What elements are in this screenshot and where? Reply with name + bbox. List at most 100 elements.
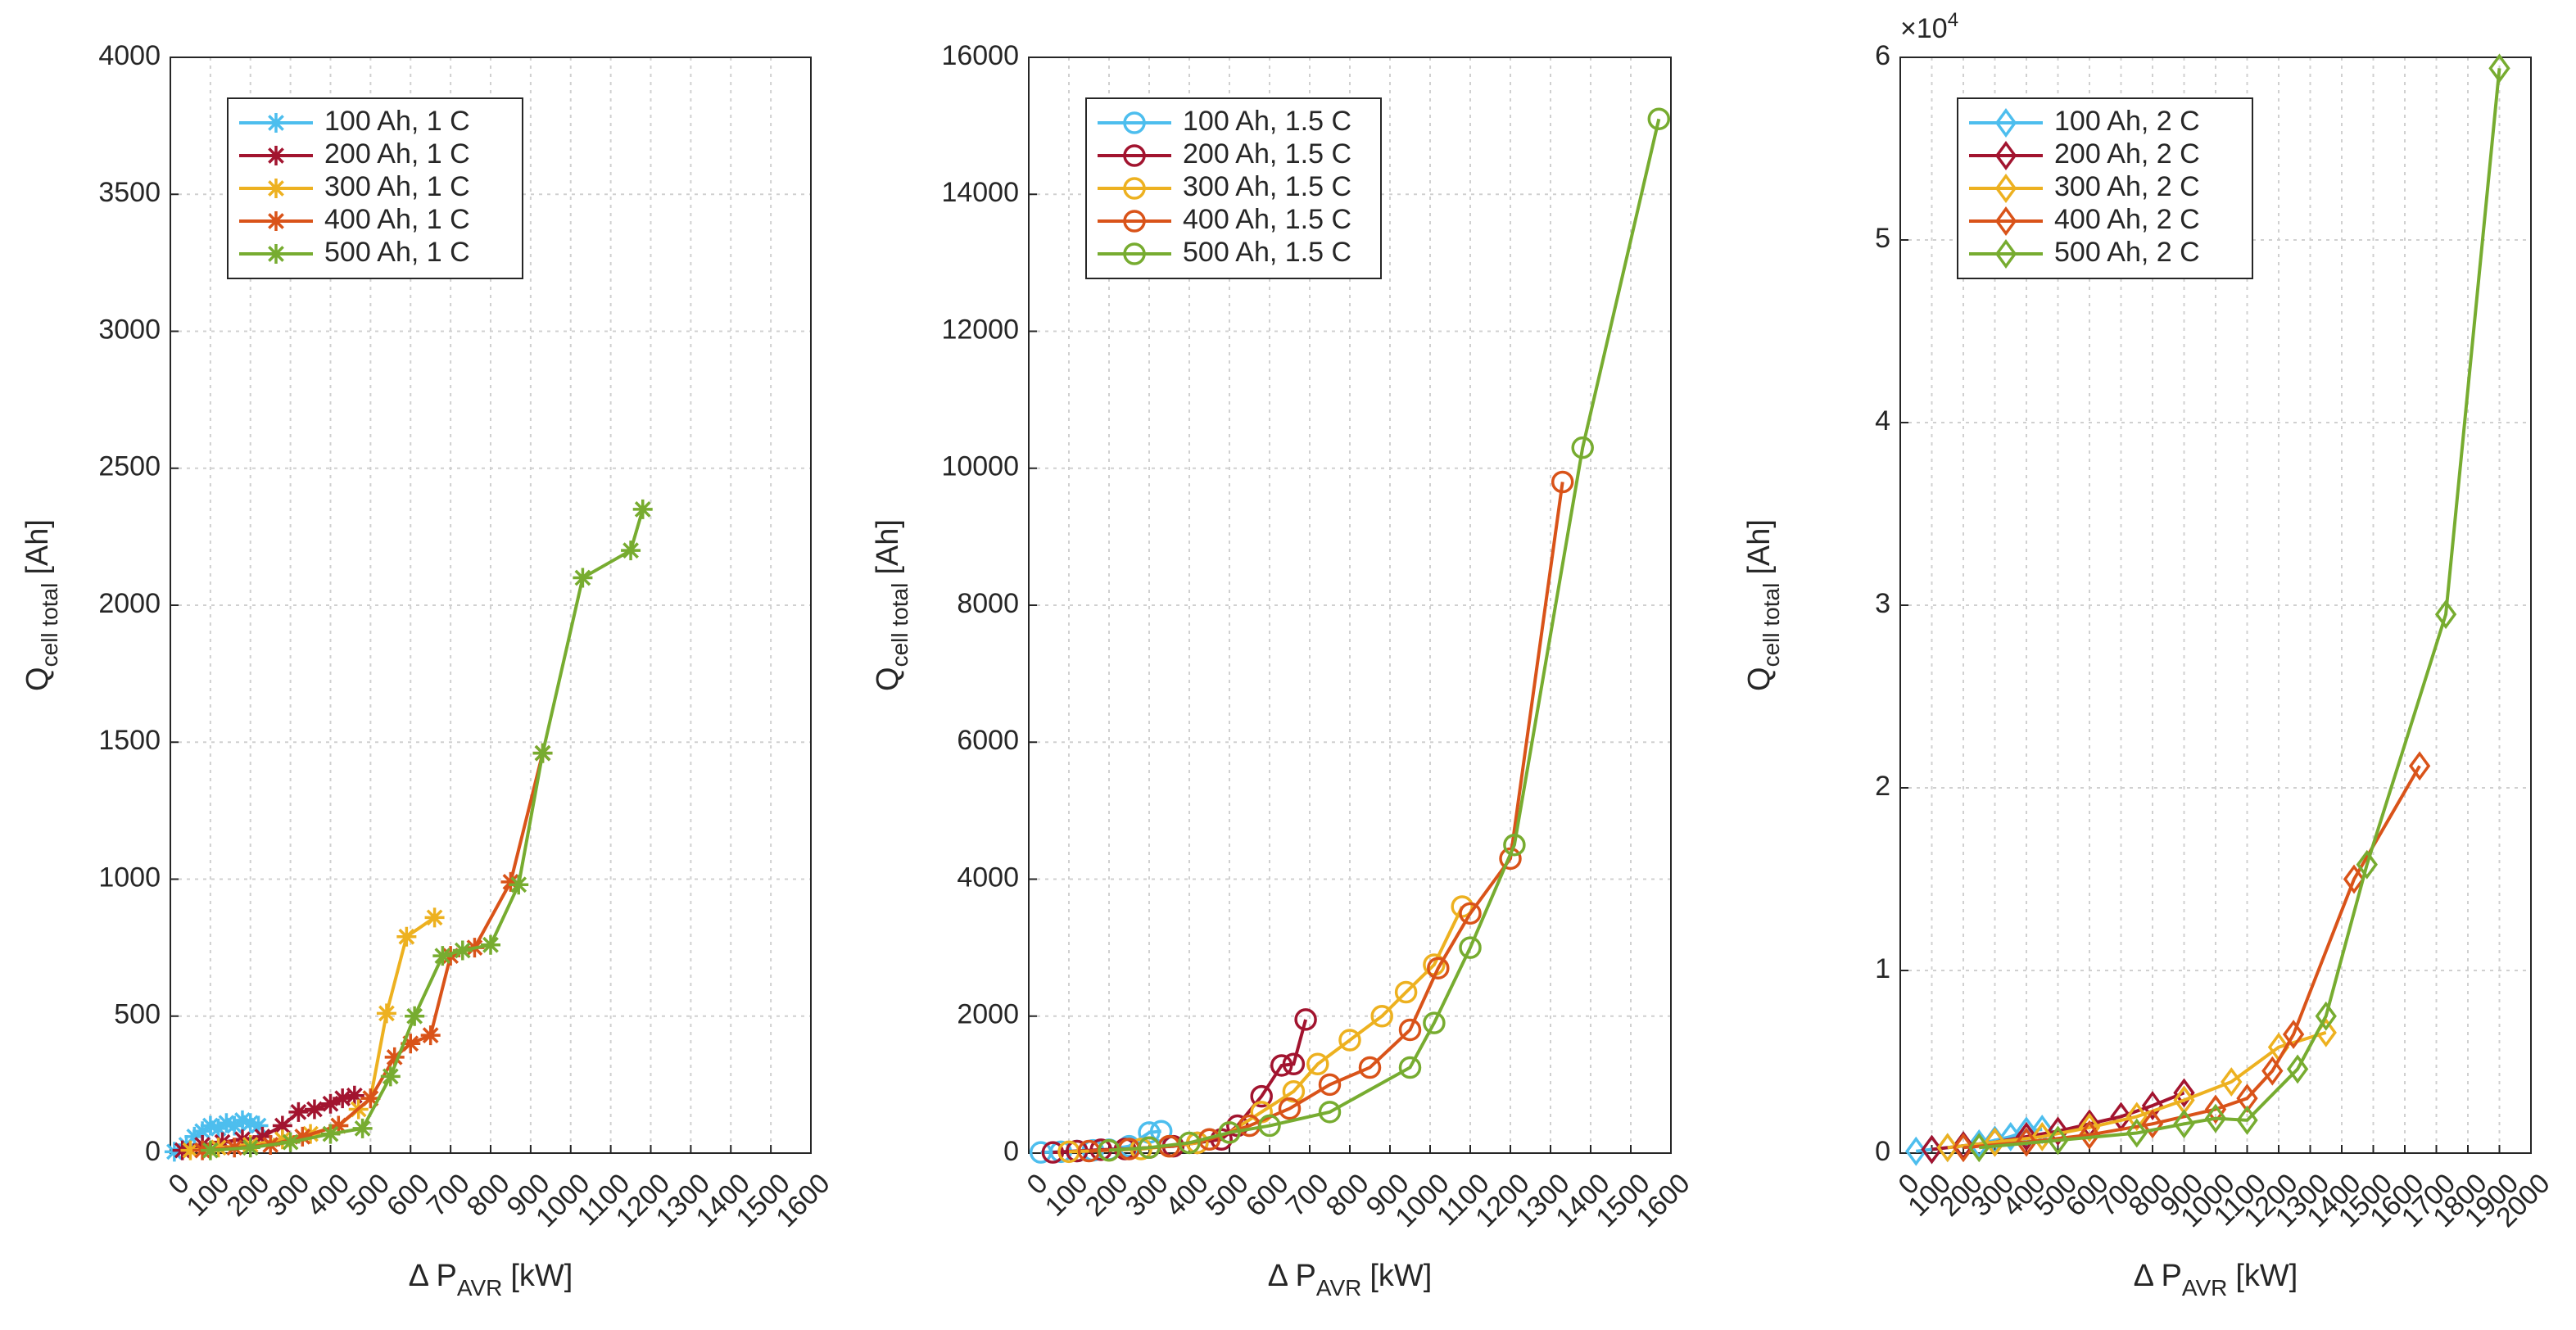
series-line (1947, 1030, 2327, 1150)
legend-marker (1123, 111, 1146, 134)
axes-box (1028, 57, 1672, 1154)
data-point (432, 946, 453, 966)
y-tick-label: 16000 (941, 40, 1019, 71)
label-unit: [kW] (2235, 1259, 2298, 1293)
data-point (1197, 1128, 1221, 1151)
data-point (1451, 895, 1474, 918)
data-point (2315, 1001, 2337, 1031)
data-point (232, 1129, 252, 1150)
data-point (2126, 1102, 2148, 1132)
y-tick-label: 10000 (941, 451, 1019, 482)
label-subscript: AVR (457, 1275, 503, 1301)
legend-label: 100 Ah, 2 C (2054, 106, 2200, 137)
legend-marker (1994, 174, 2017, 203)
data-point (216, 1113, 237, 1133)
data-point (280, 1132, 301, 1152)
legend-label: 100 Ah, 1.5 C (1183, 106, 1351, 137)
data-point (532, 743, 553, 763)
data-point (2141, 1091, 2164, 1120)
y-tick-label: 3500 (98, 177, 161, 208)
data-point (1138, 1136, 1161, 1160)
label-main: Δ P (2134, 1259, 2182, 1293)
series-line (1979, 68, 2501, 1150)
data-point (333, 1088, 353, 1109)
legend-label: 200 Ah, 2 C (2054, 138, 2200, 170)
data-point (1282, 1052, 1306, 1076)
x-axis-label: Δ PAVR [kW] (1268, 1259, 1433, 1301)
data-point (1921, 1134, 1943, 1165)
data-point (1041, 1141, 1065, 1164)
legend-marker (1123, 144, 1146, 167)
data-point (1218, 1121, 1241, 1144)
data-point (1423, 1011, 1446, 1034)
data-point (384, 1047, 405, 1067)
legend-marker (266, 179, 286, 198)
data-point (224, 1115, 245, 1136)
data-point (2047, 1125, 2069, 1156)
y-tick-label: 1000 (98, 862, 161, 893)
legend-marker (1123, 210, 1146, 233)
data-point (405, 1006, 425, 1026)
data-point (2343, 864, 2365, 894)
data-point (1318, 1073, 1342, 1097)
x-axis-label: Δ PAVR [kW] (409, 1259, 573, 1301)
data-point (1551, 470, 1574, 494)
data-point (2204, 1103, 2227, 1133)
data-point (2261, 1056, 2284, 1086)
data-point (1258, 1114, 1281, 1138)
label-unit: [Ah] (1742, 519, 1777, 575)
y-tick-label: 0 (1003, 1136, 1019, 1167)
data-point (2236, 1105, 2258, 1135)
y-tick-label: 2500 (98, 451, 161, 482)
data-point (632, 499, 653, 519)
label-unit: [kW] (510, 1259, 573, 1293)
y-tick-label: 5 (1875, 223, 1890, 254)
data-point (424, 907, 445, 928)
data-point (1270, 1054, 1293, 1077)
y-tick-label: 3000 (98, 314, 161, 345)
data-point (1398, 1056, 1422, 1079)
data-point (1427, 957, 1450, 979)
data-point (1318, 1101, 1342, 1124)
y-tick-label: 1500 (98, 725, 161, 756)
data-point (320, 1093, 341, 1114)
axes-box (170, 57, 812, 1154)
label-unit: [kW] (1369, 1259, 1432, 1293)
data-point (1571, 436, 1594, 459)
data-point (200, 1140, 220, 1160)
data-point (401, 1034, 421, 1054)
data-point (1358, 1056, 1382, 1079)
legend-label: 300 Ah, 1 C (324, 171, 470, 202)
data-point (1905, 1136, 1927, 1166)
data-point (2047, 1116, 2069, 1147)
label-subscript: AVR (1316, 1275, 1362, 1301)
data-point (1161, 1134, 1185, 1158)
data-point (252, 1126, 273, 1147)
y-axis-label: Qcell total [Ah] (20, 519, 62, 691)
y-tick-label: 8000 (957, 588, 1019, 619)
legend-marker (266, 113, 286, 133)
legend-label: 400 Ah, 1.5 C (1183, 204, 1351, 235)
legend-marker (266, 146, 286, 165)
data-point (2173, 1078, 2195, 1108)
data-point (2236, 1083, 2258, 1114)
data-point (452, 940, 473, 961)
legend-box (1957, 97, 2253, 279)
y-multiplier: ×104 (1900, 9, 1958, 44)
y-tick-label: 3 (1875, 588, 1890, 619)
y-tick-label: 12000 (941, 314, 1019, 345)
label-subscript: cell total (37, 583, 62, 667)
label-main: Δ P (1268, 1259, 1316, 1293)
y-tick-label: 0 (1875, 1136, 1890, 1167)
label-subscript: AVR (2182, 1275, 2228, 1301)
y-tick-label: 6 (1875, 40, 1890, 71)
data-point (248, 1115, 269, 1136)
chart-panel: 0100200300400500600700800900100011001200… (871, 40, 1696, 1301)
legend-label: 300 Ah, 1.5 C (1183, 171, 1351, 202)
multiplier-exponent: 4 (1948, 9, 1958, 31)
data-point (2015, 1121, 2038, 1151)
label-unit: [Ah] (871, 519, 905, 575)
legend-label: 500 Ah, 2 C (2054, 237, 2200, 268)
label-main: Δ P (409, 1259, 457, 1293)
